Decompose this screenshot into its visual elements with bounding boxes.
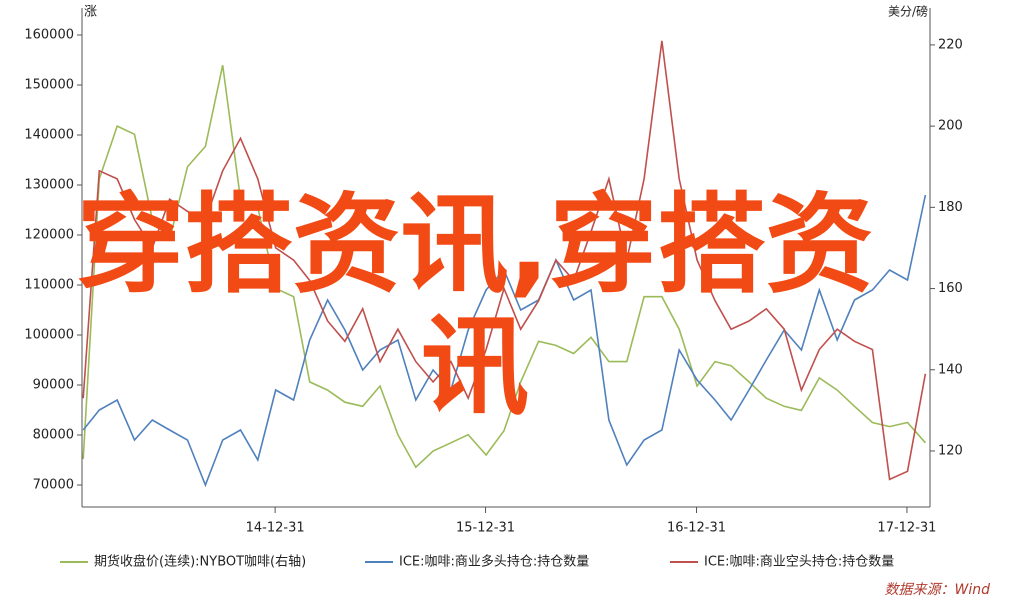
- y-tick-label: 110000: [24, 278, 74, 293]
- y-tick-label: 100000: [24, 328, 74, 343]
- legend-label: ICE:咖啡:商业多头持仓:持仓数量: [399, 554, 589, 570]
- y-axis-label: 涨: [84, 5, 97, 20]
- y2-tick-label: 220: [938, 37, 963, 52]
- y-tick-label: 90000: [33, 378, 74, 393]
- y2-tick-label: 140: [938, 362, 963, 377]
- y2-tick-label: 120: [938, 443, 963, 458]
- y2-tick-label: 160: [938, 281, 963, 296]
- y-tick-label: 70000: [33, 478, 74, 493]
- series-line: [82, 65, 927, 469]
- x-tick-label: 17-12-31: [877, 521, 936, 536]
- x-tick-label: 15-12-31: [456, 521, 515, 536]
- series-line: [82, 40, 927, 481]
- overlay-text: 穿搭资讯,穿搭资讯: [76, 183, 874, 430]
- x-tick-label: 16-12-31: [667, 521, 726, 536]
- y-tick-label: 140000: [24, 128, 74, 143]
- y-tick-label: 160000: [24, 28, 74, 43]
- legend-label: 期货收盘价(连续):NYBOT咖啡(右轴): [94, 554, 306, 570]
- y-tick-label: 120000: [24, 228, 74, 243]
- legend-label: ICE:咖啡:商业空头持仓:持仓数量: [704, 555, 894, 570]
- source: 数据来源：Wind: [885, 582, 991, 598]
- y2-tick-label: 200: [938, 119, 963, 134]
- y-tick-label: 150000: [24, 78, 74, 93]
- y-tick-label: 80000: [33, 428, 74, 443]
- y2-axis-label: 美分/磅: [888, 4, 928, 19]
- y-tick-label: 130000: [24, 178, 74, 193]
- x-tick-label: 14-12-31: [246, 521, 305, 536]
- y2-tick-label: 180: [938, 200, 963, 215]
